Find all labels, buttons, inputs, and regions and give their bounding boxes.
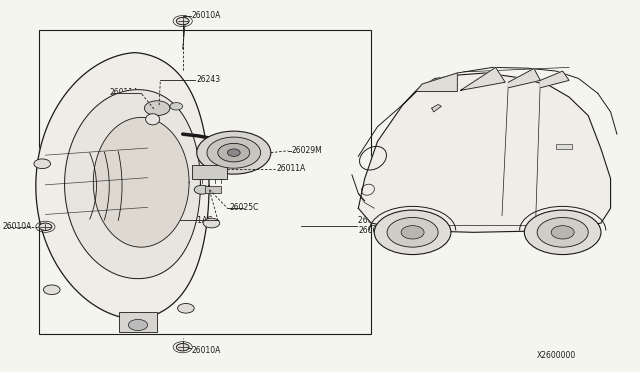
Text: X2600000: X2600000 [537,351,577,360]
Bar [556,144,572,149]
Text: 26243: 26243 [196,75,221,84]
Polygon shape [65,90,200,279]
Polygon shape [461,67,505,90]
Circle shape [374,210,451,254]
Circle shape [551,226,574,239]
Polygon shape [416,73,458,92]
Text: 26010A: 26010A [3,222,32,231]
Circle shape [524,210,601,254]
Text: 26010A: 26010A [191,346,220,355]
Polygon shape [508,68,540,88]
Polygon shape [358,73,611,232]
Bar [119,312,157,333]
Circle shape [176,343,189,351]
Text: 26025C: 26025C [229,203,259,212]
Circle shape [227,149,240,156]
Circle shape [177,304,194,313]
Polygon shape [93,118,189,247]
Text: 26029M: 26029M [291,146,322,155]
Text: 26011A: 26011A [276,164,306,173]
Circle shape [39,223,52,231]
Bar [205,186,221,193]
Polygon shape [36,52,209,320]
Circle shape [387,218,438,247]
Circle shape [401,226,424,239]
Text: 26011AC: 26011AC [178,216,212,225]
Circle shape [176,17,189,25]
Circle shape [34,159,51,169]
Bar [39,31,371,334]
Circle shape [218,143,250,162]
Circle shape [207,137,260,168]
Circle shape [145,101,170,116]
Circle shape [196,131,271,174]
Circle shape [44,285,60,295]
Circle shape [194,185,209,194]
Text: 26010 (RH): 26010 (RH) [358,216,402,225]
Circle shape [170,103,182,110]
Text: 26011Aι: 26011Aι [109,88,141,97]
Text: 26010A: 26010A [191,11,220,20]
Polygon shape [432,105,442,112]
Text: 26060(LH): 26060(LH) [358,226,399,235]
Circle shape [537,218,588,247]
Circle shape [203,218,220,228]
Circle shape [129,320,148,331]
Bar [192,164,227,179]
Ellipse shape [146,114,160,125]
Polygon shape [540,71,569,88]
